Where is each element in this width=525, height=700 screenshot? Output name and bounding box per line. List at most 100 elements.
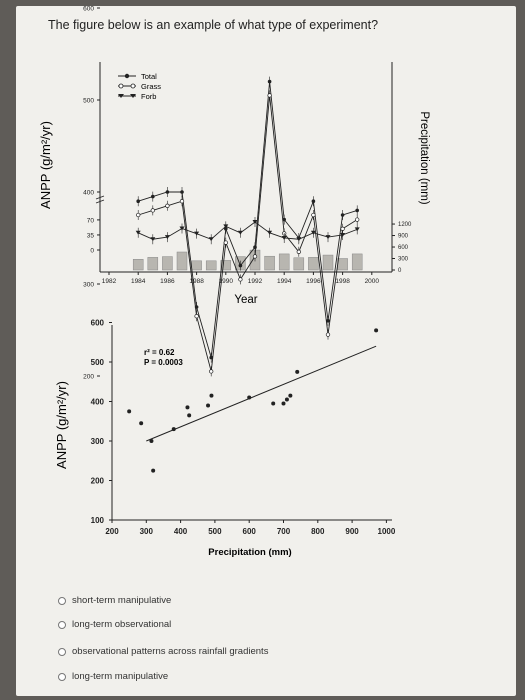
point-grass xyxy=(296,249,301,254)
precip-bar xyxy=(322,254,334,271)
scatter-x-tick-label: 1000 xyxy=(378,527,396,536)
series-line-forb xyxy=(138,221,358,240)
point-total xyxy=(180,190,184,194)
precip-bar xyxy=(147,257,159,271)
precip-bar xyxy=(264,255,275,271)
top-y-tick-label: 70 xyxy=(87,217,95,224)
option-long-term-manipulative[interactable]: long-term manipulative xyxy=(58,671,168,682)
right-tick-label: 900 xyxy=(398,234,409,240)
point-total xyxy=(238,263,243,268)
precip-bar xyxy=(293,257,305,271)
scatter-x-tick-label: 900 xyxy=(345,527,359,536)
point-forb xyxy=(281,235,287,240)
scatter-point xyxy=(295,369,300,374)
legend-total: Total xyxy=(141,72,157,81)
top-x-tick-label: 1998 xyxy=(335,278,350,285)
option-label: short-term manipulative xyxy=(72,595,172,606)
axis-break xyxy=(95,195,105,204)
scatter-x-tick-label: 600 xyxy=(243,527,257,536)
legend-forb: Forb xyxy=(141,92,156,101)
point-forb xyxy=(194,231,200,236)
point-grass xyxy=(238,277,243,282)
top-y-label: ANPP (g/m²/yr) xyxy=(38,121,53,209)
point-grass xyxy=(179,199,185,204)
precip-bar xyxy=(191,260,202,271)
point-grass xyxy=(267,93,272,98)
point-forb xyxy=(179,226,185,231)
point-grass xyxy=(252,254,258,259)
scatter-y-tick-label: 500 xyxy=(91,358,105,367)
point-grass xyxy=(355,217,360,222)
precip-bar xyxy=(308,257,319,271)
point-total xyxy=(165,190,170,194)
scatter-y-label: ANPP (g/m²/yr) xyxy=(54,381,69,469)
precip-bar xyxy=(337,258,348,271)
radio-button[interactable] xyxy=(58,672,66,681)
top-y-tick-label: 0 xyxy=(90,248,94,255)
top-x-tick-label: 1994 xyxy=(277,278,292,285)
top-x-tick-label: 2000 xyxy=(365,278,380,285)
precip-bar xyxy=(278,253,290,271)
option-short-term-manipulative[interactable]: short-term manipulative xyxy=(58,595,171,606)
scatter-point xyxy=(187,413,192,418)
top-y-tick-label: 35 xyxy=(87,232,95,239)
scatter-y-tick-label: 400 xyxy=(91,398,105,407)
point-forb xyxy=(135,230,141,235)
right-tick-label: 1200 xyxy=(398,222,412,228)
top-y-tick-label: 200 xyxy=(83,374,94,381)
scatter-point xyxy=(151,468,156,473)
scatter-y-tick-label: 300 xyxy=(91,437,105,446)
option-rainfall-gradients[interactable]: observational patterns across rainfall g… xyxy=(58,646,268,657)
point-total xyxy=(340,213,345,217)
top-y-tick-label: 300 xyxy=(83,282,94,289)
scatter-point xyxy=(247,395,252,400)
series-line-total xyxy=(138,81,358,358)
point-forb xyxy=(325,235,331,240)
option-long-term-observational[interactable]: long-term observational xyxy=(58,619,171,630)
scatter-point xyxy=(139,421,144,426)
point-total xyxy=(311,199,316,203)
right-tick-label: 600 xyxy=(398,245,409,251)
radio-button[interactable] xyxy=(58,620,66,629)
point-forb xyxy=(310,230,316,235)
precip-bar xyxy=(162,256,173,271)
scatter-y-tick-label: 200 xyxy=(91,477,105,486)
radio-button[interactable] xyxy=(58,647,66,656)
top-x-tick-label: 1988 xyxy=(189,278,204,285)
scatter-y-tick-label: 600 xyxy=(91,319,105,328)
point-grass xyxy=(311,212,316,218)
scatter-point xyxy=(206,403,211,408)
top-legend: Total Grass Forb xyxy=(118,72,161,101)
precip-bar xyxy=(132,259,144,271)
top-x-tick-label: 1996 xyxy=(306,278,321,285)
top-x-tick-label: 1984 xyxy=(131,278,146,285)
radio-button[interactable] xyxy=(58,596,66,605)
point-forb xyxy=(340,232,346,237)
top-y-tick-label: 500 xyxy=(83,98,94,105)
scatter-point xyxy=(288,393,293,398)
point-grass xyxy=(165,203,170,208)
top-x-tick-label: 1992 xyxy=(248,278,263,285)
scatter-point xyxy=(281,401,286,406)
top-x-label: Year xyxy=(234,294,257,306)
point-grass xyxy=(136,212,141,218)
scatter-x-tick-label: 800 xyxy=(311,527,325,536)
scatter-point xyxy=(271,401,276,406)
precip-bar xyxy=(351,253,363,271)
point-total xyxy=(136,199,140,203)
top-y-tick-label: 600 xyxy=(83,6,94,13)
point-total xyxy=(209,355,213,360)
top-x-tick-label: 1986 xyxy=(160,278,175,285)
point-grass xyxy=(194,314,199,319)
point-total xyxy=(151,194,155,199)
point-forb xyxy=(237,230,243,235)
option-label: long-term observational xyxy=(72,619,172,630)
scatter-point xyxy=(209,393,214,398)
point-forb xyxy=(296,237,302,242)
scatter-y-tick-label: 100 xyxy=(91,516,105,525)
right-tick-label: 300 xyxy=(398,257,409,263)
top-y-tick-label: 400 xyxy=(83,190,94,197)
p-value-annotation: P = 0.0003 xyxy=(144,358,183,367)
question-text: The figure below is an example of what t… xyxy=(48,18,379,32)
